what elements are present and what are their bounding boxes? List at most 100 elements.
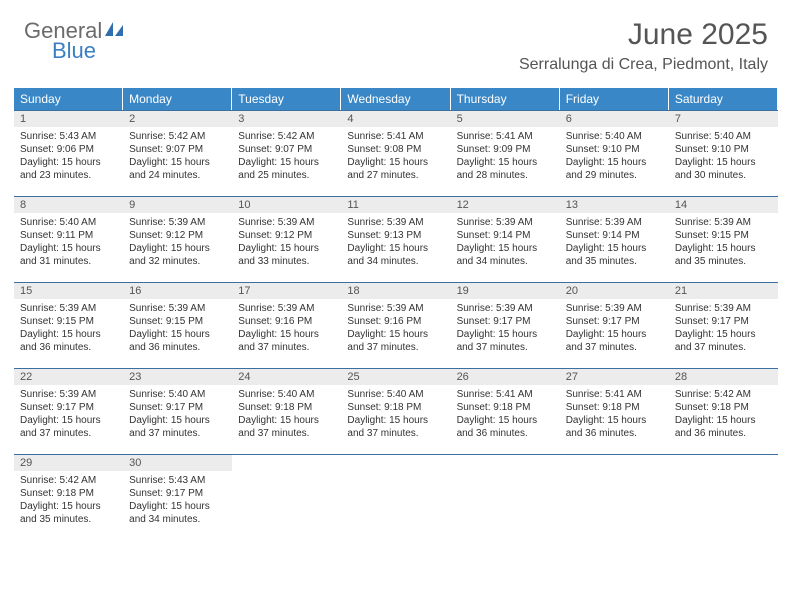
sunset-line: Sunset: 9:18 PM [457,401,554,414]
daylight-line: Daylight: 15 hours and 36 minutes. [129,328,226,354]
sunrise-line: Sunrise: 5:40 AM [566,130,663,143]
sunrise-line: Sunrise: 5:42 AM [129,130,226,143]
sunset-line: Sunset: 9:11 PM [20,229,117,242]
sunrise-line: Sunrise: 5:41 AM [347,130,444,143]
sunset-line: Sunset: 9:18 PM [238,401,335,414]
calendar-cell-empty: .. [232,454,341,540]
sunrise-line: Sunrise: 5:39 AM [347,216,444,229]
sunset-line: Sunset: 9:12 PM [238,229,335,242]
dow-header: Friday [560,88,669,110]
day-number: 27 [560,369,669,385]
daylight-line: Daylight: 15 hours and 30 minutes. [675,156,772,182]
calendar-cell: 5Sunrise: 5:41 AMSunset: 9:09 PMDaylight… [451,110,560,196]
calendar-cell: 8Sunrise: 5:40 AMSunset: 9:11 PMDaylight… [14,196,123,282]
day-number: 25 [341,369,450,385]
calendar-cell: 14Sunrise: 5:39 AMSunset: 9:15 PMDayligh… [669,196,778,282]
sunrise-line: Sunrise: 5:39 AM [20,388,117,401]
title-block: June 2025 Serralunga di Crea, Piedmont, … [519,18,768,74]
daylight-line: Daylight: 15 hours and 36 minutes. [566,414,663,440]
sunset-line: Sunset: 9:16 PM [347,315,444,328]
sunset-line: Sunset: 9:08 PM [347,143,444,156]
sunset-line: Sunset: 9:15 PM [20,315,117,328]
sunset-line: Sunset: 9:07 PM [238,143,335,156]
sunset-line: Sunset: 9:18 PM [566,401,663,414]
sunrise-line: Sunrise: 5:43 AM [129,474,226,487]
calendar-cell: 7Sunrise: 5:40 AMSunset: 9:10 PMDaylight… [669,110,778,196]
daylight-line: Daylight: 15 hours and 37 minutes. [457,328,554,354]
calendar-cell: 25 Sunrise: 5:40 AMSunset: 9:18 PMDayligh… [341,368,450,454]
sunset-line: Sunset: 9:18 PM [675,401,772,414]
calendar-cell: 13Sunrise: 5:39 AMSunset: 9:14 PMDayligh… [560,196,669,282]
day-number: 18 [341,283,450,299]
day-details: Sunrise: 5:39 AMSunset: 9:13 PMDaylight:… [341,213,450,272]
day-details: Sunrise: 5:39 AMSunset: 9:16 PMDaylight:… [232,299,341,358]
day-details: Sunrise: 5:39 AMSunset: 9:17 PMDaylight:… [669,299,778,358]
day-number: 15 [14,283,123,299]
daylight-line: Daylight: 15 hours and 24 minutes. [129,156,226,182]
daylight-line: Daylight: 15 hours and 32 minutes. [129,242,226,268]
sunrise-line: Sunrise: 5:41 AM [457,388,554,401]
day-details: Sunrise: 5:43 AMSunset: 9:06 PMDaylight:… [14,127,123,186]
daylight-line: Daylight: 15 hours and 35 minutes. [675,242,772,268]
daylight-line: Daylight: 15 hours and 37 minutes. [566,328,663,354]
day-number: 12 [451,197,560,213]
day-number: 13 [560,197,669,213]
logo: GeneralBlue [24,18,126,64]
daylight-line: Daylight: 15 hours and 37 minutes. [347,414,444,440]
sunrise-line: Sunrise: 5:40 AM [675,130,772,143]
sunrise-line: Sunrise: 5:39 AM [566,302,663,315]
calendar-cell: 1Sunrise: 5:43 AMSunset: 9:06 PMDaylight… [14,110,123,196]
dow-header: Saturday [669,88,778,110]
day-details: Sunrise: 5:39 AMSunset: 9:15 PMDaylight:… [123,299,232,358]
day-details: Sunrise: 5:41 AMSunset: 9:18 PMDaylight:… [560,385,669,444]
sunrise-line: Sunrise: 5:40 AM [347,388,444,401]
day-details: Sunrise: 5:39 AMSunset: 9:12 PMDaylight:… [123,213,232,272]
daylight-line: Daylight: 15 hours and 36 minutes. [20,328,117,354]
day-number: 7 [669,111,778,127]
daylight-line: Daylight: 15 hours and 25 minutes. [238,156,335,182]
daylight-line: Daylight: 15 hours and 36 minutes. [675,414,772,440]
calendar-cell: 27Sunrise: 5:41 AMSunset: 9:18 PMDayligh… [560,368,669,454]
day-details: Sunrise: 5:42 AMSunset: 9:07 PMDaylight:… [123,127,232,186]
sunset-line: Sunset: 9:06 PM [20,143,117,156]
logo-sail-icon [104,20,126,43]
sunset-line: Sunset: 9:18 PM [20,487,117,500]
day-details: Sunrise: 5:42 AMSunset: 9:18 PMDaylight:… [669,385,778,444]
dow-header: Tuesday [232,88,341,110]
day-details: Sunrise: 5:39 AMSunset: 9:15 PMDaylight:… [669,213,778,272]
sunrise-line: Sunrise: 5:42 AM [20,474,117,487]
sunset-line: Sunset: 9:18 PM [347,401,444,414]
calendar-cell: 12Sunrise: 5:39 AMSunset: 9:14 PMDayligh… [451,196,560,282]
day-details: Sunrise: 5:42 AMSunset: 9:18 PMDaylight:… [14,471,123,530]
daylight-line: Daylight: 15 hours and 33 minutes. [238,242,335,268]
daylight-line: Daylight: 15 hours and 37 minutes. [20,414,117,440]
sunset-line: Sunset: 9:15 PM [675,229,772,242]
daylight-line: Daylight: 15 hours and 37 minutes. [347,328,444,354]
daylight-line: Daylight: 15 hours and 37 minutes. [238,414,335,440]
day-details: Sunrise: 5:41 AMSunset: 9:08 PMDaylight:… [341,127,450,186]
sunset-line: Sunset: 9:12 PM [129,229,226,242]
daylight-line: Daylight: 15 hours and 23 minutes. [20,156,117,182]
daylight-line: Daylight: 15 hours and 35 minutes. [20,500,117,526]
daylight-line: Daylight: 15 hours and 31 minutes. [20,242,117,268]
daylight-line: Daylight: 15 hours and 37 minutes. [129,414,226,440]
day-number: 22 [14,369,123,385]
calendar-cell: 15Sunrise: 5:39 AMSunset: 9:15 PMDayligh… [14,282,123,368]
calendar-cell: 22Sunrise: 5:39 AMSunset: 9:17 PMDayligh… [14,368,123,454]
sunrise-line: Sunrise: 5:39 AM [675,216,772,229]
calendar-cell: 30Sunrise: 5:43 AMSunset: 9:17 PMDayligh… [123,454,232,540]
sunset-line: Sunset: 9:15 PM [129,315,226,328]
sunrise-line: Sunrise: 5:43 AM [20,130,117,143]
calendar-cell: 9Sunrise: 5:39 AMSunset: 9:12 PMDaylight… [123,196,232,282]
day-details: Sunrise: 5:40 AMSunset: 9:17 PMDaylight:… [123,385,232,444]
daylight-line: Daylight: 15 hours and 35 minutes. [566,242,663,268]
sunrise-line: Sunrise: 5:42 AM [238,130,335,143]
sunset-line: Sunset: 9:17 PM [129,487,226,500]
day-number: 4 [341,111,450,127]
daylight-line: Daylight: 15 hours and 29 minutes. [566,156,663,182]
day-details: Sunrise: 5:41 AMSunset: 9:18 PMDaylight:… [451,385,560,444]
location-subtitle: Serralunga di Crea, Piedmont, Italy [519,56,768,74]
calendar-cell-empty: .. [560,454,669,540]
dow-header: Thursday [451,88,560,110]
sunrise-line: Sunrise: 5:39 AM [129,216,226,229]
